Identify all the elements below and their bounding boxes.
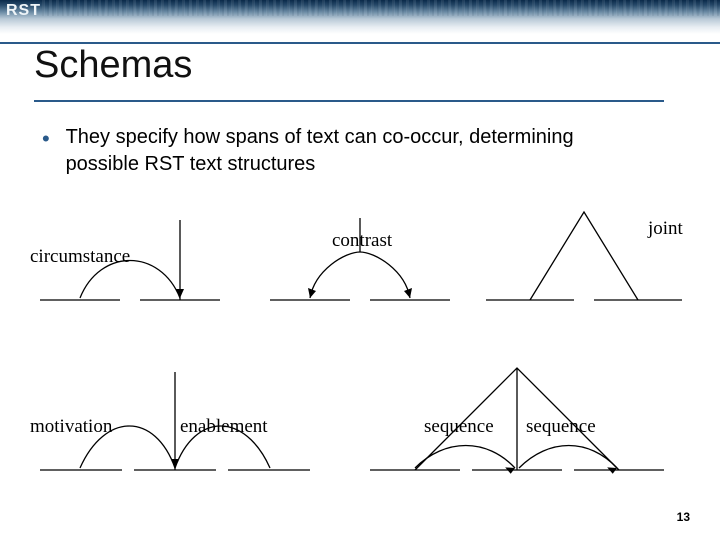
label-circumstance: circumstance bbox=[30, 246, 130, 267]
label-joint: joint bbox=[647, 218, 684, 239]
header-band: RST bbox=[0, 0, 720, 34]
page-number: 13 bbox=[677, 510, 690, 524]
schema-motivation-enablement: motivation enablement bbox=[30, 372, 310, 470]
bullet-text: They specify how spans of text can co-oc… bbox=[66, 124, 646, 178]
label-sequence-2: sequence bbox=[526, 416, 596, 437]
schema-sequence: sequence sequence bbox=[370, 368, 664, 475]
label-sequence-1: sequence bbox=[424, 416, 494, 437]
schema-contrast: contrast bbox=[270, 218, 450, 300]
diagrams-svg: circumstance contrast joint bbox=[30, 190, 690, 490]
slide-title: Schemas bbox=[34, 44, 192, 87]
title-underline bbox=[34, 100, 664, 102]
schema-circumstance: circumstance bbox=[30, 220, 220, 300]
bullet-item: • They specify how spans of text can co-… bbox=[42, 124, 660, 178]
schema-joint: joint bbox=[486, 212, 684, 300]
label-enablement: enablement bbox=[180, 416, 268, 437]
schema-diagrams: circumstance contrast joint bbox=[30, 190, 690, 490]
slide: RST Schemas • They specify how spans of … bbox=[0, 0, 720, 540]
logo-text: RST bbox=[6, 2, 41, 20]
label-motivation: motivation bbox=[30, 416, 113, 437]
header-texture bbox=[42, 0, 720, 16]
bullet-marker: • bbox=[42, 124, 60, 154]
label-contrast: contrast bbox=[332, 230, 393, 251]
